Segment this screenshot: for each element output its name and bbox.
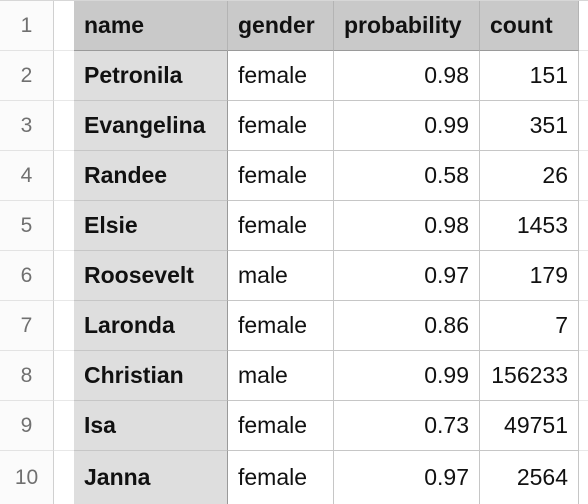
row-gutter [54,401,74,451]
empty-cell [579,201,588,251]
table-cell-gender[interactable]: female [228,201,334,251]
row-number[interactable]: 2 [0,51,54,101]
header-cell-name[interactable]: name [74,1,228,51]
row-number[interactable]: 3 [0,101,54,151]
row-number[interactable]: 8 [0,351,54,401]
table-cell-probability[interactable]: 0.73 [334,401,480,451]
table-cell-name[interactable]: Laronda [74,301,228,351]
table-cell-gender[interactable]: female [228,101,334,151]
table-cell-gender[interactable]: male [228,251,334,301]
row-number[interactable]: 1 [0,1,54,51]
table-cell-probability[interactable]: 0.98 [334,201,480,251]
header-cell-count[interactable]: count [480,1,579,51]
table-cell-name[interactable]: Petronila [74,51,228,101]
table-cell-name[interactable]: Isa [74,401,228,451]
empty-cell [579,451,588,504]
table-cell-count[interactable]: 49751 [480,401,579,451]
table-cell-count[interactable]: 2564 [480,451,579,504]
table-cell-probability[interactable]: 0.58 [334,151,480,201]
table-cell-count[interactable]: 351 [480,101,579,151]
row-gutter [54,251,74,301]
row-number[interactable]: 7 [0,301,54,351]
table-cell-gender[interactable]: female [228,301,334,351]
empty-cell [579,1,588,51]
table-cell-name[interactable]: Christian [74,351,228,401]
empty-cell [579,401,588,451]
table-cell-count[interactable]: 179 [480,251,579,301]
table-cell-name[interactable]: Roosevelt [74,251,228,301]
table-cell-name[interactable]: Janna [74,451,228,504]
table-cell-count[interactable]: 151 [480,51,579,101]
table-cell-count[interactable]: 7 [480,301,579,351]
table-cell-probability[interactable]: 0.98 [334,51,480,101]
table-cell-count[interactable]: 156233 [480,351,579,401]
table-cell-gender[interactable]: female [228,451,334,504]
row-number[interactable]: 9 [0,401,54,451]
table-cell-name[interactable]: Evangelina [74,101,228,151]
row-gutter [54,51,74,101]
row-gutter [54,451,74,504]
row-number[interactable]: 5 [0,201,54,251]
empty-cell [579,301,588,351]
table-cell-name[interactable]: Randee [74,151,228,201]
table-cell-gender[interactable]: female [228,401,334,451]
row-gutter [54,151,74,201]
empty-cell [579,51,588,101]
table-cell-gender[interactable]: female [228,151,334,201]
table-cell-probability[interactable]: 0.99 [334,101,480,151]
row-number[interactable]: 6 [0,251,54,301]
empty-cell [579,251,588,301]
row-gutter [54,101,74,151]
table-cell-probability[interactable]: 0.99 [334,351,480,401]
table-cell-count[interactable]: 1453 [480,201,579,251]
row-gutter [54,301,74,351]
empty-cell [579,151,588,201]
table-cell-probability[interactable]: 0.97 [334,251,480,301]
header-cell-gender[interactable]: gender [228,1,334,51]
row-number[interactable]: 4 [0,151,54,201]
table-cell-name[interactable]: Elsie [74,201,228,251]
row-gutter [54,201,74,251]
table-cell-gender[interactable]: female [228,51,334,101]
table-cell-probability[interactable]: 0.97 [334,451,480,504]
header-cell-probability[interactable]: probability [334,1,480,51]
table-cell-gender[interactable]: male [228,351,334,401]
empty-cell [579,101,588,151]
row-number[interactable]: 10 [0,451,54,504]
table-cell-probability[interactable]: 0.86 [334,301,480,351]
row-gutter [54,1,74,51]
empty-cell [579,351,588,401]
table-cell-count[interactable]: 26 [480,151,579,201]
row-gutter [54,351,74,401]
